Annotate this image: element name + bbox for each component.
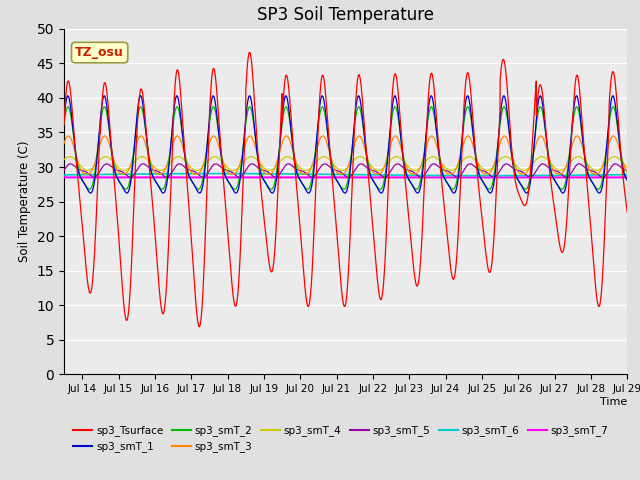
sp3_smT_4 [623,165,631,170]
sp3_smT_5 [60,168,68,173]
sp3_smT_6 [488,173,495,179]
sp3_Tsurface [488,262,495,268]
Line: sp3_smT_5: sp3_smT_5 [64,164,627,177]
sp3_smT_1 [60,116,68,122]
Line: sp3_smT_4: sp3_smT_4 [64,156,627,170]
sp3_smT_4 [411,168,419,173]
sp3_smT_6 [214,171,222,177]
sp3_smT_2 [593,186,600,192]
Text: Time: Time [600,397,627,407]
Line: sp3_smT_6: sp3_smT_6 [64,174,627,176]
sp3_smT_5 [623,168,631,173]
sp3_smT_4 [60,156,68,162]
Line: sp3_smT_1: sp3_smT_1 [64,96,627,193]
Line: sp3_smT_2: sp3_smT_2 [64,107,627,189]
sp3_smT_6 [593,172,600,178]
Line: sp3_Tsurface: sp3_Tsurface [64,52,627,327]
sp3_smT_7 [472,175,479,180]
sp3_smT_5 [600,174,607,180]
sp3_smT_7 [593,175,600,180]
sp3_smT_2 [60,121,68,127]
sp3_smT_6 [487,173,495,179]
sp3_smT_3 [327,154,335,159]
Line: sp3_smT_3: sp3_smT_3 [64,136,627,174]
sp3_smT_2 [252,134,259,140]
sp3_Tsurface [246,49,253,55]
sp3_smT_4 [574,154,582,159]
sp3_smT_7 [488,175,495,180]
sp3_smT_6 [252,171,259,177]
sp3_smT_2 [623,178,631,183]
sp3_smT_2 [536,104,544,109]
sp3_smT_1 [87,190,95,196]
sp3_Tsurface [472,154,479,160]
sp3_smT_5 [327,165,335,170]
sp3_smT_3 [623,169,631,175]
sp3_smT_4 [326,158,334,164]
sp3_smT_5 [488,174,495,180]
sp3_smT_1 [472,156,479,162]
sp3_smT_7 [326,175,334,180]
sp3_smT_4 [488,166,495,171]
sp3_smT_4 [252,156,259,161]
sp3_smT_3 [593,171,600,177]
sp3_smT_2 [472,152,479,158]
sp3_Tsurface [252,116,259,121]
Y-axis label: Soil Temperature (C): Soil Temperature (C) [18,141,31,263]
sp3_smT_5 [252,163,259,168]
sp3_smT_3 [472,153,479,158]
sp3_smT_3 [488,168,495,173]
sp3_smT_7 [60,175,68,180]
sp3_smT_2 [488,183,495,189]
sp3_smT_5 [472,165,479,170]
sp3_smT_3 [252,144,259,150]
sp3_smT_5 [272,174,280,180]
sp3_Tsurface [327,157,335,163]
sp3_smT_4 [593,168,600,173]
sp3_Tsurface [623,209,631,215]
sp3_smT_1 [327,157,335,163]
sp3_Tsurface [60,121,68,127]
Text: TZ_osu: TZ_osu [76,46,124,59]
sp3_smT_3 [410,171,417,177]
sp3_smT_4 [472,158,479,164]
sp3_smT_1 [355,93,362,99]
Title: SP3 Soil Temperature: SP3 Soil Temperature [257,6,434,24]
sp3_Tsurface [600,252,607,257]
sp3_smT_1 [252,135,259,141]
sp3_smT_2 [600,169,607,175]
sp3_smT_1 [488,189,495,194]
sp3_smT_3 [600,160,607,166]
sp3_smT_2 [231,186,239,192]
sp3_smT_6 [472,173,479,179]
sp3_smT_4 [600,163,607,168]
sp3_smT_1 [593,188,600,193]
sp3_smT_1 [600,175,607,181]
sp3_smT_2 [327,154,335,159]
Legend: sp3_Tsurface, sp3_smT_1, sp3_smT_2, sp3_smT_3, sp3_smT_4, sp3_smT_5, sp3_smT_6, : sp3_Tsurface, sp3_smT_1, sp3_smT_2, sp3_… [69,421,612,456]
sp3_smT_6 [600,172,607,178]
sp3_smT_7 [600,175,607,180]
sp3_Tsurface [593,294,600,300]
sp3_smT_6 [327,171,335,177]
sp3_smT_3 [60,141,68,146]
sp3_smT_1 [623,177,631,183]
sp3_smT_7 [623,175,631,180]
sp3_smT_7 [252,175,259,180]
sp3_Tsurface [195,324,203,330]
sp3_smT_3 [246,133,254,139]
sp3_smT_5 [593,170,600,176]
sp3_smT_5 [248,161,256,167]
sp3_smT_6 [623,172,631,178]
sp3_smT_6 [60,172,68,178]
